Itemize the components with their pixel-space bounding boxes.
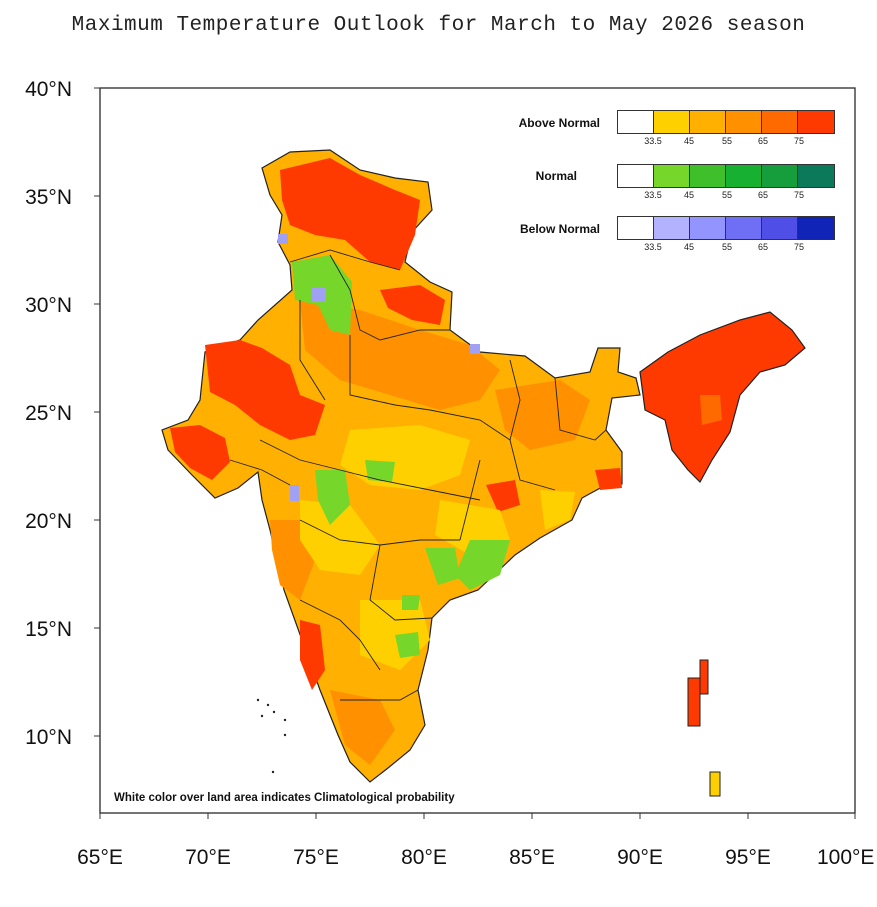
legend-swatch <box>654 165 690 187</box>
legend-swatch <box>762 217 798 239</box>
legend-tick: 55 <box>721 242 733 252</box>
legend-tick: 45 <box>683 136 695 146</box>
lat-label-30n: 30°N <box>25 294 72 317</box>
andaman-nicobar-islands <box>687 659 721 797</box>
legend-tick: 33.5 <box>644 190 662 200</box>
legend-swatch <box>690 217 726 239</box>
lon-label-100e: 100°E <box>817 846 875 869</box>
climatology-note: White color over land area indicates Cli… <box>114 792 455 804</box>
legend-tick: 65 <box>757 190 769 200</box>
legend-swatch <box>798 217 834 239</box>
legend-label-below-normal: Below Normal <box>519 222 600 236</box>
axis-ticks <box>94 87 856 819</box>
lat-label-20n: 20°N <box>25 510 72 533</box>
legend-bar-above-normal <box>617 110 835 134</box>
legend-tick: 45 <box>683 242 695 252</box>
legend-swatch <box>618 165 654 187</box>
legend-swatch <box>726 111 762 133</box>
lon-label-80e: 80°E <box>401 846 447 869</box>
lon-label-75e: 75°E <box>293 846 339 869</box>
legend-tick: 75 <box>793 136 805 146</box>
lat-label-35n: 35°N <box>25 186 72 209</box>
legend-swatch <box>762 111 798 133</box>
northeast-internal-patch <box>700 395 722 425</box>
legend-swatch <box>618 217 654 239</box>
map-title: Maximum Temperature Outlook for March to… <box>71 14 806 37</box>
legend-tick: 65 <box>757 136 769 146</box>
legend-tick: 65 <box>757 242 769 252</box>
legend-swatch <box>690 165 726 187</box>
below-normal-zones <box>278 234 480 501</box>
legend-swatch <box>618 111 654 133</box>
legend-label-normal: Normal <box>535 169 577 183</box>
lon-label-90e: 90°E <box>617 846 663 869</box>
legend-swatch <box>654 111 690 133</box>
lat-label-40n: 40°N <box>25 78 72 101</box>
legend-swatch <box>726 217 762 239</box>
lat-label-10n: 10°N <box>25 726 72 749</box>
legend-swatch <box>654 217 690 239</box>
legend-tick: 33.5 <box>644 136 662 146</box>
legend-tick: 75 <box>793 242 805 252</box>
state-boundaries <box>229 249 607 701</box>
legend-label-above-normal: Above Normal <box>518 116 600 130</box>
legend-swatch <box>726 165 762 187</box>
lon-label-85e: 85°E <box>509 846 555 869</box>
legend-bar-normal <box>617 164 835 188</box>
lon-label-95e: 95°E <box>725 846 771 869</box>
legend-tick: 33.5 <box>644 242 662 252</box>
legend-tick: 75 <box>793 190 805 200</box>
legend-bar-below-normal <box>617 216 835 240</box>
legend-ticks-below: 33.5 45 55 65 75 <box>617 242 837 254</box>
legend-swatch <box>798 111 834 133</box>
legend-swatch <box>690 111 726 133</box>
legend-tick: 45 <box>683 190 695 200</box>
above-normal-high-zones <box>170 158 622 690</box>
lat-label-15n: 15°N <box>25 618 72 641</box>
lon-label-65e: 65°E <box>77 846 123 869</box>
legend-tick: 55 <box>721 190 733 200</box>
legend-ticks-above: 33.5 45 55 65 75 <box>617 136 837 148</box>
lat-label-25n: 25°N <box>25 402 72 425</box>
legend-ticks-normal: 33.5 45 55 65 75 <box>617 190 837 202</box>
legend-tick: 55 <box>721 136 733 146</box>
legend-swatch <box>798 165 834 187</box>
lakshadweep-islands <box>256 698 287 774</box>
legend-swatch <box>762 165 798 187</box>
lon-label-70e: 70°E <box>185 846 231 869</box>
northeast-region <box>639 311 806 483</box>
